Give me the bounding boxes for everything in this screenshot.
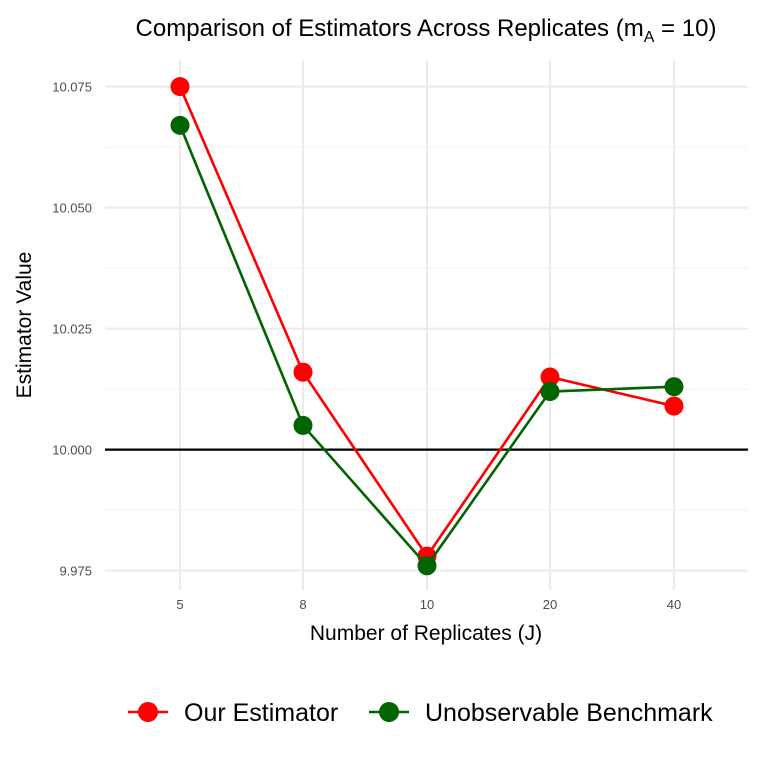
legend: Our Estimator Unobservable Benchmark [128, 699, 713, 727]
x-tick-label: 20 [543, 597, 557, 612]
y-tick-labels: 9.975 10.000 10.025 10.050 10.075 [52, 80, 92, 579]
x-tick-labels: 5 8 10 20 40 [176, 597, 681, 612]
legend-item: Our Estimator [128, 699, 338, 727]
series-group [170, 77, 684, 566]
data-point [170, 115, 190, 135]
data-point [664, 377, 684, 397]
y-tick-label: 10.000 [52, 443, 92, 458]
legend-item: Unobservable Benchmark [369, 699, 713, 727]
y-axis-title: Estimator Value [13, 252, 36, 399]
y-tick-label: 10.075 [52, 80, 92, 95]
x-tick-label: 10 [420, 597, 434, 612]
series-group [170, 115, 684, 576]
data-point [293, 415, 313, 435]
x-tick-label: 8 [299, 597, 306, 612]
series-layer [170, 77, 684, 576]
legend-label: Our Estimator [184, 699, 338, 727]
chart-title: Comparison of Estimators Across Replicat… [136, 15, 717, 46]
data-point [540, 367, 560, 387]
legend-key-marker [138, 702, 158, 722]
legend-key-marker [379, 702, 399, 722]
data-point [540, 382, 560, 402]
legend-label: Unobservable Benchmark [425, 699, 713, 727]
x-axis-title: Number of Replicates (J) [310, 622, 542, 645]
y-tick-label: 10.050 [52, 201, 92, 216]
y-tick-label: 9.975 [59, 564, 92, 579]
chart-title-subscript: A [644, 29, 655, 46]
x-tick-label: 40 [667, 597, 681, 612]
data-point [664, 396, 684, 416]
data-point [417, 556, 437, 576]
data-point [170, 77, 190, 97]
y-tick-label: 10.025 [52, 322, 92, 337]
data-point [293, 362, 313, 382]
x-tick-label: 5 [176, 597, 183, 612]
